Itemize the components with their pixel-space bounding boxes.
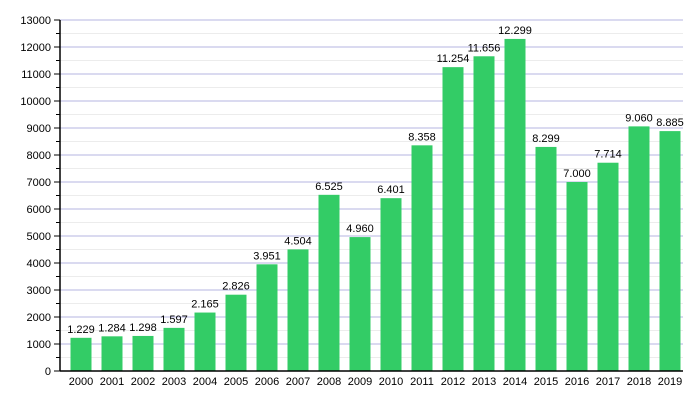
data-label: 11.254	[437, 53, 470, 65]
x-tick-label: 2014	[503, 376, 527, 388]
x-tick-label: 2019	[658, 376, 682, 388]
bar-2001	[101, 336, 123, 371]
bar-2010	[380, 198, 402, 371]
bar-2005	[225, 294, 247, 371]
x-tick-label: 2015	[534, 376, 558, 388]
data-label: 4.960	[346, 223, 374, 235]
x-tick-label: 2009	[348, 376, 372, 388]
x-tick-label: 2008	[317, 376, 341, 388]
data-label: 8.885	[656, 117, 684, 129]
x-tick-label: 2007	[286, 376, 310, 388]
bar-2006	[256, 264, 278, 371]
bar-2000	[70, 337, 92, 371]
y-tick-label: 2000	[27, 312, 51, 324]
x-tick-label: 2006	[255, 376, 279, 388]
data-label: 1.597	[160, 314, 188, 326]
bar-2002	[132, 335, 154, 371]
bar-2015	[535, 146, 557, 371]
data-label: 8.358	[408, 131, 436, 143]
bar-2013	[473, 56, 495, 372]
bar-2014	[504, 38, 526, 371]
bar-2011	[411, 145, 433, 371]
x-tick-label: 2001	[100, 376, 124, 388]
x-tick-label: 2013	[472, 376, 496, 388]
x-tick-label: 2005	[224, 376, 248, 388]
y-tick-label: 3000	[27, 285, 51, 297]
y-tick-label: 13000	[20, 15, 51, 27]
x-tick-label: 2012	[441, 376, 465, 388]
y-tick-label: 12000	[20, 42, 51, 54]
data-label: 4.504	[284, 235, 312, 247]
bar-2017	[597, 162, 619, 371]
bar-2007	[287, 249, 309, 371]
y-tick-label: 4000	[27, 258, 51, 270]
bar-2004	[194, 312, 216, 371]
bar-2003	[163, 327, 185, 371]
y-tick-label: 5000	[27, 231, 51, 243]
y-tick-label: 8000	[27, 150, 51, 162]
x-tick-label: 2011	[410, 376, 434, 388]
data-label: 11.656	[468, 42, 501, 54]
data-label: 9.060	[625, 112, 653, 124]
data-label: 2.826	[222, 281, 250, 293]
y-tick-label: 10000	[20, 96, 51, 108]
data-label: 6.525	[315, 181, 343, 193]
data-label: 8.299	[532, 133, 560, 145]
data-label: 12.299	[498, 25, 532, 37]
y-tick-label: 0	[45, 366, 51, 378]
x-tick-label: 2004	[193, 376, 217, 388]
bar-2009	[349, 237, 371, 371]
bar-2019	[659, 131, 681, 371]
data-label: 6.401	[377, 184, 405, 196]
x-tick-label: 2010	[379, 376, 403, 388]
data-label: 7.000	[563, 168, 591, 180]
bar-2008	[318, 194, 340, 371]
bar-2016	[566, 182, 588, 371]
data-label: 7.714	[594, 149, 622, 161]
x-tick-label: 2000	[69, 376, 93, 388]
x-tick-label: 2018	[627, 376, 651, 388]
data-label: 2.165	[191, 299, 219, 311]
y-tick-label: 7000	[27, 177, 51, 189]
data-label: 1.229	[67, 324, 95, 336]
x-tick-label: 2016	[565, 376, 589, 388]
data-label: 1.298	[129, 322, 157, 334]
data-label: 1.284	[98, 322, 126, 334]
x-tick-label: 2002	[131, 376, 155, 388]
data-label: 3.951	[253, 250, 281, 262]
x-tick-label: 2003	[162, 376, 186, 388]
x-tick-label: 2017	[596, 376, 620, 388]
y-tick-label: 9000	[27, 123, 51, 135]
y-tick-label: 6000	[27, 204, 51, 216]
y-tick-label: 1000	[27, 339, 51, 351]
y-tick-label: 11000	[21, 69, 51, 81]
bar-2018	[628, 126, 650, 371]
bar-2012	[442, 67, 464, 371]
